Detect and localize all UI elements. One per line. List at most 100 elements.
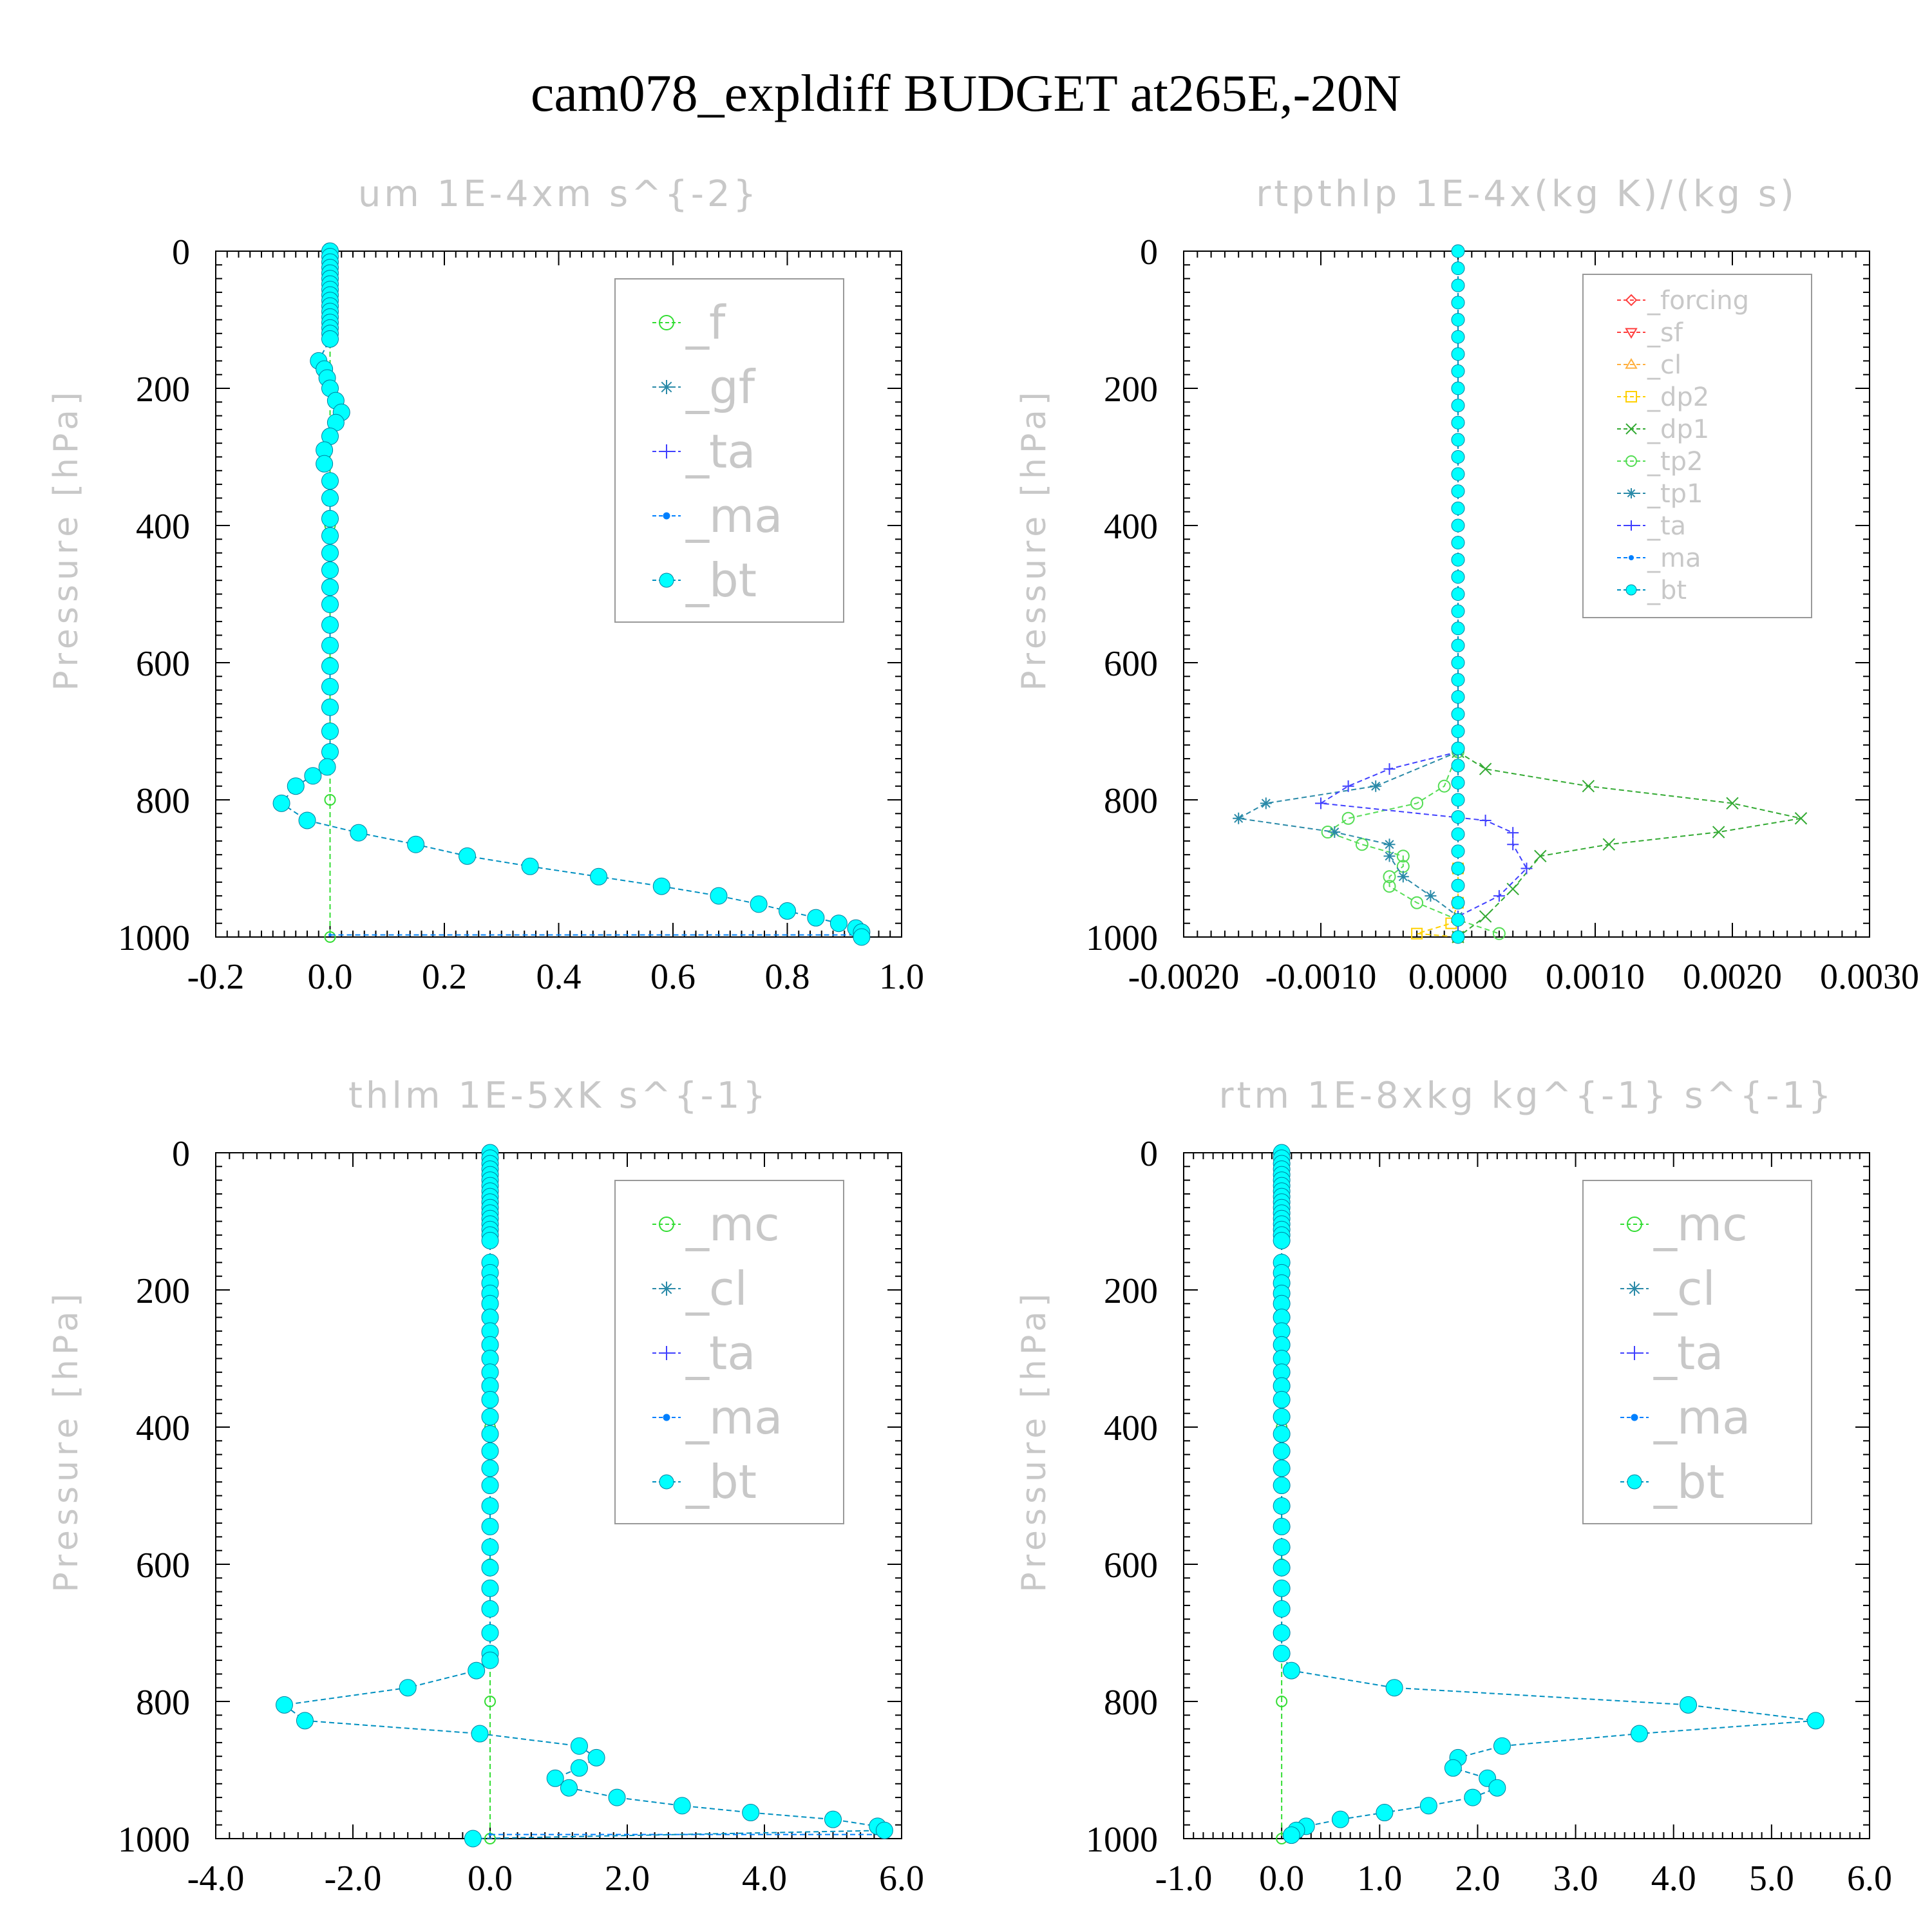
data-point (1451, 793, 1465, 807)
data-point (1451, 364, 1465, 378)
x-tick-label: 0.0 (308, 957, 353, 997)
panel-title: um 1E-4xm s^{-2} (358, 173, 759, 215)
data-point (324, 794, 336, 806)
data-point (1451, 415, 1465, 430)
legend-marker (1625, 584, 1637, 596)
data-point (1479, 762, 1492, 775)
data-point (321, 636, 339, 654)
legend: _forcing_sf_cl _dp2 _dp1 _tp2_tp1_ta _ma _bt (1582, 274, 1812, 618)
y-tick-label: 200 (136, 370, 190, 410)
data-point (560, 1779, 578, 1797)
x-tick-label: -1.0 (1155, 1859, 1213, 1899)
data-point (1370, 780, 1382, 792)
legend-marker (659, 380, 674, 394)
data-point (481, 1477, 499, 1495)
data-point (1582, 779, 1595, 793)
data-point (1451, 450, 1465, 464)
data-point (1507, 827, 1519, 839)
series-line (1236, 751, 1459, 937)
data-point (1602, 838, 1616, 851)
data-point (1451, 656, 1465, 670)
legend-marker (1626, 520, 1636, 531)
legend-label: _tp2 (1647, 447, 1703, 477)
y-tick-label: 0 (1140, 1134, 1158, 1174)
data-point (710, 887, 728, 905)
data-point (1383, 850, 1396, 862)
data-point (1282, 1662, 1300, 1680)
data-point (481, 1459, 499, 1477)
x-tick-label: 6.0 (1847, 1859, 1892, 1899)
data-point (1451, 244, 1465, 258)
legend-label: _cl (1653, 1262, 1716, 1316)
legend-label: _dp1 (1647, 415, 1709, 444)
data-point (1479, 814, 1492, 826)
data-point (1451, 827, 1465, 841)
x-tick-label: -4.0 (187, 1859, 245, 1899)
legend-label: _f (685, 296, 726, 350)
data-point (1273, 1390, 1291, 1408)
legend-marker (663, 512, 670, 520)
data-point (1479, 910, 1492, 923)
data-point (1451, 330, 1465, 344)
data-point (853, 928, 871, 946)
data-point (587, 1748, 605, 1766)
data-point (1273, 1600, 1291, 1618)
legend-label: _bt (1653, 1455, 1725, 1509)
x-tick-label: 3.0 (1553, 1859, 1598, 1899)
data-point (1451, 621, 1465, 636)
data-point (546, 1769, 564, 1787)
y-axis-label: Pressure [hPa] (47, 1289, 86, 1593)
legend-marker (1625, 328, 1638, 339)
legend-label: _dp2 (1647, 383, 1709, 412)
series_tp2 (1321, 745, 1506, 940)
data-point (1342, 780, 1354, 792)
legend-label: _ma (685, 1390, 782, 1444)
data-point (1383, 880, 1396, 893)
legend-label: _cl (685, 1262, 748, 1316)
x-tick-label: -0.0010 (1265, 957, 1377, 997)
data-point (1276, 1696, 1288, 1707)
series_ta (1315, 746, 1533, 943)
data-point (1331, 1810, 1349, 1828)
x-tick-label: -0.2 (187, 957, 245, 997)
data-point (321, 616, 339, 634)
series-line (1416, 868, 1459, 938)
series_bt (1451, 244, 1465, 944)
data-point (1451, 759, 1465, 773)
data-point (570, 1737, 588, 1755)
legend-label: _bt (1647, 576, 1687, 605)
y-tick-label: 1000 (118, 1820, 190, 1860)
data-point (779, 902, 796, 920)
legend-box (1582, 1180, 1812, 1524)
data-point (1451, 570, 1465, 584)
x-tick-label: 1.0 (1357, 1859, 1402, 1899)
legend-marker (659, 573, 674, 588)
legend-label: _cl (1647, 350, 1681, 380)
legend-marker (659, 1346, 674, 1360)
data-point (481, 1538, 499, 1556)
x-tick-label: 0.2 (422, 957, 467, 997)
data-point (1451, 587, 1465, 601)
plot-frame (215, 1152, 902, 1839)
data-point (1451, 484, 1465, 498)
data-point (1451, 347, 1465, 361)
y-tick-label: 600 (136, 644, 190, 684)
legend-label: _ma (1647, 544, 1701, 573)
x-tick-label: 0.0 (468, 1859, 513, 1899)
data-point (1451, 810, 1465, 824)
data-point (1273, 1644, 1291, 1662)
data-point (321, 561, 339, 579)
data-point (570, 1759, 588, 1777)
legend-box (614, 1180, 844, 1524)
data-point (1492, 927, 1506, 940)
data-point (481, 1517, 499, 1535)
series_bt (276, 1144, 893, 1848)
data-point (459, 847, 476, 865)
data-point (1451, 433, 1465, 447)
legend-marker (659, 1282, 674, 1296)
data-point (1273, 1558, 1291, 1577)
legend-marker (1627, 1217, 1642, 1232)
y-tick-label: 800 (136, 781, 190, 821)
data-point (1273, 1477, 1291, 1495)
x-tick-label: 6.0 (879, 1859, 924, 1899)
